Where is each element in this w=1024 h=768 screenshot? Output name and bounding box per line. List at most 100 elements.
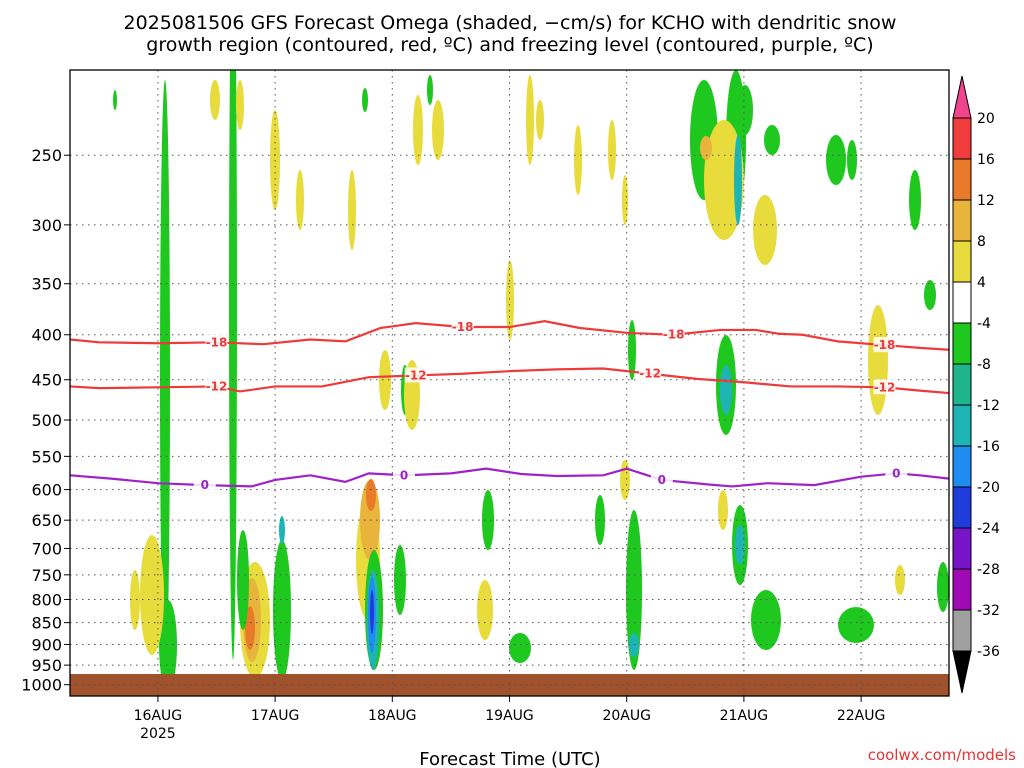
colorbar-segment [952, 363, 972, 406]
colorbar-label: -8 [977, 357, 991, 373]
contour-label--18: -18 [205, 334, 228, 350]
contour-label--12: -12 [873, 379, 896, 395]
omega-shade-area [237, 530, 249, 630]
omega-shade-area [838, 607, 874, 643]
contour-label-0: 0 [650, 471, 673, 487]
y-tick-label: 400 [31, 326, 62, 345]
contour-label-text: -18 [663, 328, 685, 342]
colorbar-segment [952, 322, 972, 365]
omega-shade-area [704, 120, 744, 240]
omega-shade-area [826, 135, 846, 185]
omega-shade-area [937, 562, 949, 612]
colorbar-label: -12 [977, 398, 1000, 414]
omega-shade-area [909, 170, 921, 230]
omega-shade-area [113, 90, 117, 110]
contour-label-text: -18 [452, 320, 474, 334]
contour-label-bg [205, 378, 228, 394]
ground-surface [70, 674, 949, 696]
colorbar: 20 16 12 8 4 -4 -8 -12 -16 -20 -24 -28 -32 -36 [952, 75, 1000, 694]
contour-label--18: -18 [662, 326, 685, 342]
y-tick-label: 850 [31, 614, 62, 633]
omega-shade-area [847, 140, 857, 180]
contour-line--18 [69, 320, 950, 351]
colorbar-label: 4 [977, 275, 986, 291]
colorbar-segment [952, 404, 972, 447]
contour-label-bg [393, 467, 416, 483]
omega-shade-area [210, 80, 220, 120]
colorbar-bottom-arrow [952, 650, 972, 694]
contour-label-bg [650, 471, 673, 487]
plot-area: -18 -18 -18 -18 -12 -12 -12 -12 0 0 0 0 [69, 69, 950, 697]
colorbar-segment [952, 527, 972, 570]
contour-label-bg [639, 365, 662, 381]
y-tick-label: 250 [31, 146, 62, 165]
omega-shade-area [536, 100, 544, 140]
colorbar-segment [952, 199, 972, 242]
contour-label-0: 0 [885, 465, 908, 481]
colorbar-label: -24 [977, 521, 1000, 537]
x-tick-label: 17AUG [251, 708, 300, 724]
contour-label-text: 0 [658, 473, 666, 487]
omega-shade-area [735, 525, 745, 565]
y-tick-label: 300 [31, 216, 62, 235]
omega-shade-area [700, 136, 712, 160]
omega-shade-area [427, 75, 433, 105]
x-tick-sublabel: 2025 [140, 726, 176, 742]
omega-shade-area [236, 80, 244, 130]
omega-shade-area [482, 490, 494, 550]
y-tick-label: 650 [31, 511, 62, 530]
omega-shade-area [509, 633, 531, 663]
y-tick-label: 950 [31, 656, 62, 675]
omega-shade-area [506, 260, 514, 340]
contour-label--18: -18 [873, 337, 896, 353]
omega-shade-area [366, 479, 376, 511]
colorbar-segment [952, 281, 972, 324]
x-axis-title: Forecast Time (UTC) [419, 749, 600, 768]
y-tick-label: 350 [31, 275, 62, 294]
colorbar-label: 20 [977, 111, 995, 127]
contour-label--18: -18 [451, 319, 474, 335]
y-tick-label: 450 [31, 371, 62, 390]
colorbar-label: 12 [977, 193, 995, 209]
y-tick-label: 550 [31, 447, 62, 466]
omega-shade-area [629, 633, 639, 657]
omega-shade-area [432, 100, 444, 160]
contour-label-text: -12 [874, 380, 896, 394]
y-tick-label: 800 [31, 590, 62, 609]
credit-text: coolwx.com/models [868, 746, 1016, 764]
omega-shade-area [868, 305, 888, 415]
colorbar-label: -32 [977, 603, 1000, 619]
y-tick-label: 1000 [21, 676, 62, 695]
omega-shade-area [362, 88, 368, 112]
contour-label-bg [885, 465, 908, 481]
colorbar-label: 16 [977, 152, 995, 168]
colorbar-segment [952, 158, 972, 201]
contour-label-bg [404, 367, 427, 383]
colorbar-segment [952, 568, 972, 611]
omega-shade-area [229, 70, 237, 660]
omega-shade-area [753, 195, 777, 265]
omega-shade-area [595, 495, 605, 545]
contour-label-bg [205, 334, 228, 350]
y-axis: 250 300 350 400 450 500 550 600 650 700 750 800 850 9… [21, 146, 70, 695]
chart-title-line-2: growth region (contoured, red, ºC) and f… [146, 34, 873, 56]
omega-shade-area [622, 175, 628, 225]
contour-label-bg [193, 477, 216, 493]
x-tick-label: 19AUG [485, 708, 534, 724]
chart-title-line-1: 2025081506 GFS Forecast Omega (shaded, −… [124, 12, 897, 34]
omega-shade-area [130, 570, 140, 630]
contour-label-0: 0 [193, 477, 216, 493]
omega-shade-area [370, 590, 374, 634]
omega-shade-area [477, 580, 493, 640]
contour-line-0 [69, 467, 950, 488]
omega-shade-area [526, 75, 534, 165]
omega-shade-area [279, 516, 285, 544]
omega-shade-area [924, 280, 936, 310]
contour-label-text: 0 [892, 466, 900, 480]
omega-shade-area [718, 490, 728, 530]
contour-label-text: -12 [639, 367, 661, 381]
omega-shade-area [620, 460, 630, 500]
x-tick-label: 22AUG [837, 708, 886, 724]
y-tick-label: 750 [31, 566, 62, 585]
